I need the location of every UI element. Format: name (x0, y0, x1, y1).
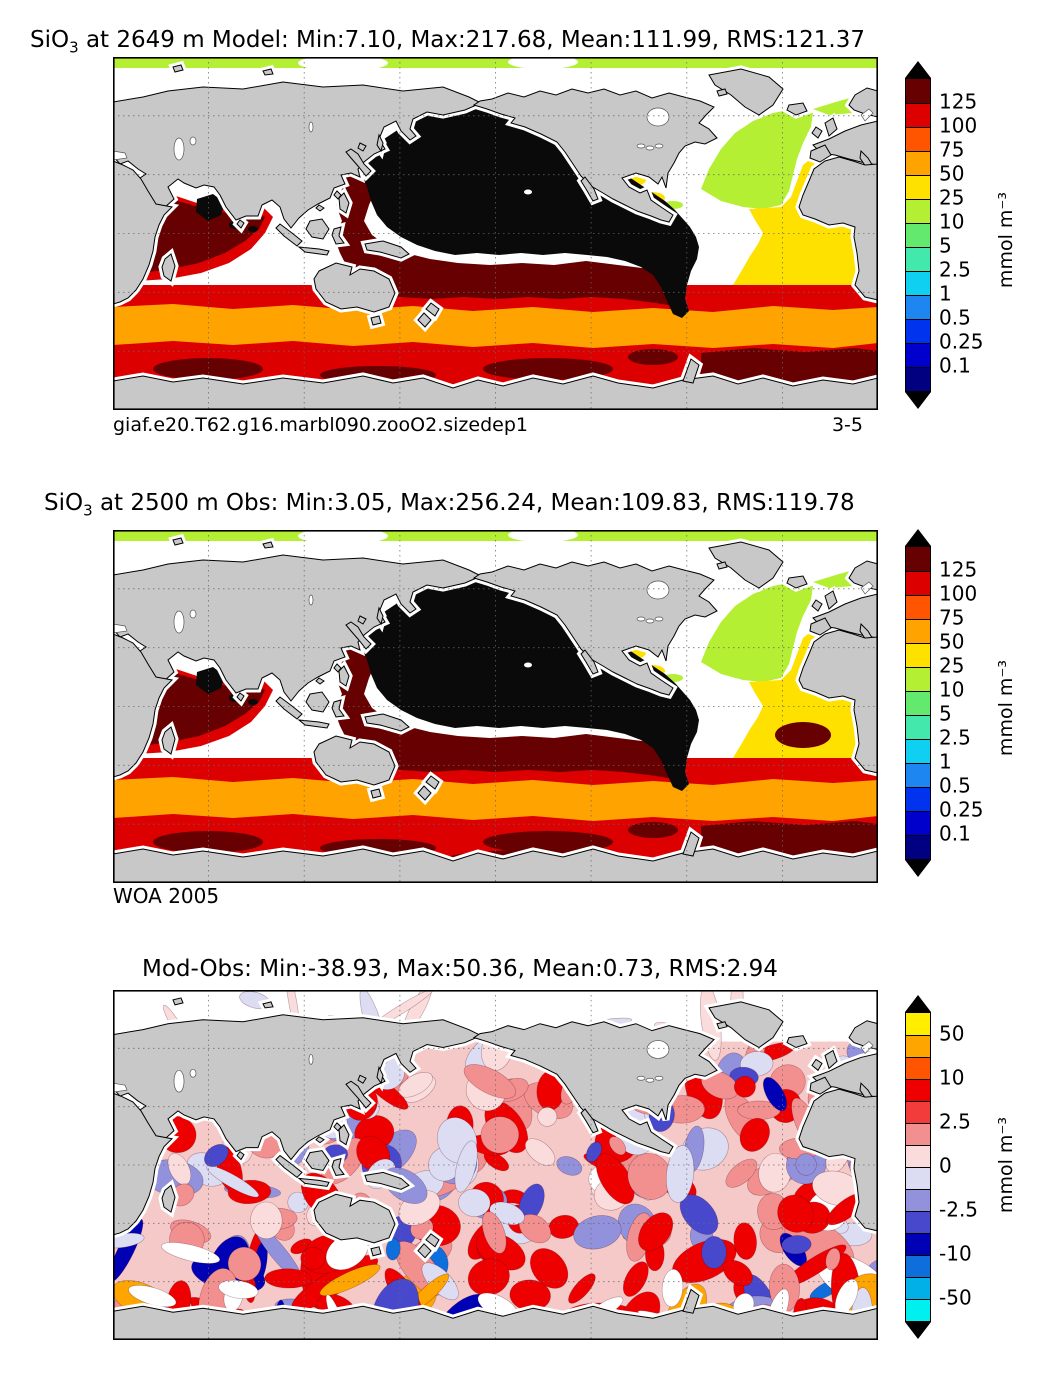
colorbar-bar (905, 546, 931, 860)
colorbar-model: 125 100 75 50 25 10 5 2.5 1 0.5 0.25 0.1 (905, 61, 984, 409)
colorbar-down-arrow (905, 392, 931, 409)
diff-map (113, 990, 878, 1340)
colorbar-bar (905, 78, 931, 392)
panel1-caption: giaf.e20.T62.g16.marbl090.zooO2.sizedep1… (113, 414, 863, 436)
panel1-title: SiO3 at 2649 m Model: Min:7.10, Max:217.… (30, 27, 865, 57)
model-map-svg (113, 57, 878, 410)
colorbar-unit-model: mmol m⁻³ (995, 191, 1017, 289)
page-number-label: 3-5 (831, 414, 863, 436)
colorbar-obs: 125 100 75 50 25 10 5 2.5 1 0.5 0.25 0.1 (905, 529, 984, 877)
colorbar-unit-obs: mmol m⁻³ (995, 659, 1017, 757)
diff-map-svg (113, 990, 878, 1340)
colorbar-up-arrow (905, 61, 931, 78)
panel1-title-field: SiO (30, 27, 70, 53)
panel3-title-stats: Mod-Obs: Min:-38.93, Max:50.36, Mean:0.7… (142, 956, 778, 982)
obs-map (113, 530, 878, 883)
model-map (113, 57, 878, 410)
panel1-title-stats: at 2649 m Model: Min:7.10, Max:217.68, M… (78, 27, 866, 53)
panel2-title-field: SiO (44, 490, 84, 516)
colorbar-unit-diff: mmol m⁻³ (995, 1116, 1017, 1214)
obs-map-svg (113, 530, 878, 883)
run-id-label: giaf.e20.T62.g16.marbl090.zooO2.sizedep1 (113, 414, 528, 436)
panel2-caption: WOA 2005 (113, 884, 220, 908)
panel1-title-sub: 3 (69, 38, 79, 57)
colorbar-down-arrow (905, 860, 931, 877)
colorbar-diff: 50 10 2.5 0 -2.5 -10 -50 (905, 995, 978, 1339)
panel3-title: Mod-Obs: Min:-38.93, Max:50.36, Mean:0.7… (142, 956, 778, 982)
colorbar-up-arrow (905, 995, 931, 1012)
colorbar-up-arrow (905, 529, 931, 546)
panel2-title: SiO3 at 2500 m Obs: Min:3.05, Max:256.24… (44, 490, 855, 520)
colorbar-bar (905, 1012, 931, 1322)
panel2-title-stats: at 2500 m Obs: Min:3.05, Max:256.24, Mea… (92, 490, 855, 516)
colorbar-down-arrow (905, 1322, 931, 1339)
panel2-title-sub: 3 (83, 501, 93, 520)
